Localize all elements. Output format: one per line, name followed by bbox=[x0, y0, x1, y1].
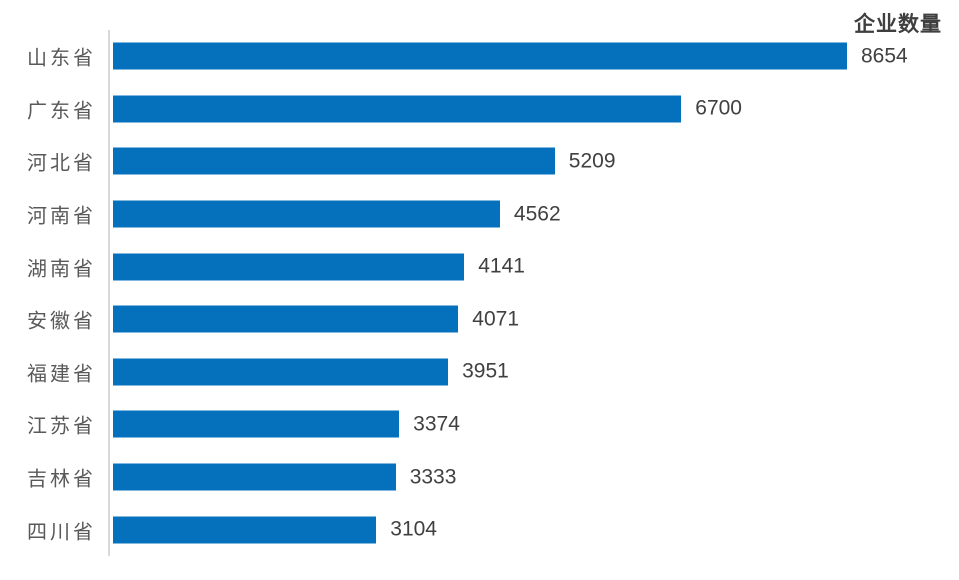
bar-track: 6700 bbox=[113, 95, 847, 123]
bar-track: 5209 bbox=[113, 147, 847, 175]
category-label: 山东省 bbox=[27, 47, 96, 70]
bar bbox=[113, 253, 465, 281]
chart-title: 企业数量 bbox=[854, 13, 942, 36]
category-label: 安徽省 bbox=[27, 310, 96, 333]
bar-row: 安徽省 4071 bbox=[0, 293, 959, 346]
value-label: 3374 bbox=[413, 412, 460, 436]
category-label: 广东省 bbox=[27, 100, 96, 123]
bar-track: 8654 bbox=[113, 42, 908, 70]
plot-area: 山东省 8654 广东省 6700 河北省 5209 河南省 4562 湖南省 4141 安徽省 40… bbox=[0, 30, 959, 556]
value-label: 3333 bbox=[409, 465, 457, 489]
bar-track: 3104 bbox=[113, 516, 847, 544]
bar-row: 江苏省 3374 bbox=[0, 398, 959, 451]
bar-row: 湖南省 4141 bbox=[0, 240, 959, 293]
category-label: 湖南省 bbox=[27, 258, 96, 281]
bar-row: 河北省 5209 bbox=[0, 135, 959, 188]
bar-track: 4071 bbox=[113, 305, 847, 333]
bar bbox=[113, 95, 682, 123]
category-label: 四川省 bbox=[27, 521, 96, 544]
category-label: 吉林省 bbox=[27, 468, 96, 491]
category-label: 河南省 bbox=[27, 205, 96, 228]
category-label: 江苏省 bbox=[27, 415, 96, 438]
bar-track: 4141 bbox=[113, 253, 847, 281]
value-label: 6700 bbox=[695, 96, 742, 120]
bar bbox=[113, 410, 400, 438]
bar bbox=[113, 516, 377, 544]
bar bbox=[113, 42, 847, 70]
value-label: 4141 bbox=[478, 254, 525, 278]
bar-row: 福建省 3951 bbox=[0, 346, 959, 399]
bar bbox=[113, 358, 449, 386]
bar-track: 3333 bbox=[113, 463, 847, 491]
bar-row: 山东省 8654 bbox=[0, 30, 959, 83]
value-label: 4562 bbox=[513, 202, 561, 226]
category-label: 福建省 bbox=[27, 363, 96, 386]
value-label: 3104 bbox=[390, 517, 437, 541]
bar bbox=[113, 147, 555, 175]
bar-row: 河南省 4562 bbox=[0, 188, 959, 241]
bar bbox=[113, 463, 396, 491]
value-label: 8654 bbox=[861, 44, 908, 68]
y-axis-line bbox=[108, 30, 110, 556]
category-label: 河北省 bbox=[27, 152, 96, 175]
bar-row: 四川省 3104 bbox=[0, 503, 959, 556]
bar-row: 吉林省 3333 bbox=[0, 451, 959, 504]
bar-track: 4562 bbox=[113, 200, 847, 228]
bar bbox=[113, 200, 500, 228]
bar-track: 3951 bbox=[113, 358, 847, 386]
value-label: 3951 bbox=[462, 359, 509, 383]
bar-row: 广东省 6700 bbox=[0, 83, 959, 136]
bar bbox=[113, 305, 459, 333]
value-label: 4071 bbox=[472, 307, 519, 331]
value-label: 5209 bbox=[568, 149, 616, 173]
bar-track: 3374 bbox=[113, 410, 847, 438]
